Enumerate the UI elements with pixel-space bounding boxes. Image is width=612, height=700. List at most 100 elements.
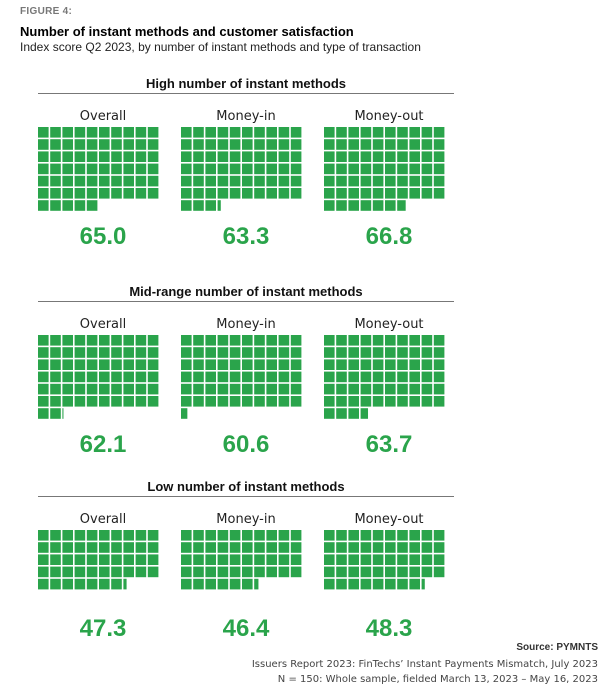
waffle-square bbox=[242, 127, 253, 138]
waffle-square bbox=[205, 335, 216, 346]
waffle-square bbox=[147, 554, 159, 565]
waffle-square bbox=[135, 175, 147, 187]
waffle-square bbox=[111, 396, 122, 407]
waffle-square bbox=[397, 542, 408, 553]
panel-label: Overall bbox=[79, 512, 127, 527]
waffle-square bbox=[38, 408, 49, 419]
waffle-square bbox=[421, 566, 433, 578]
waffle-square bbox=[372, 554, 384, 565]
waffle-square bbox=[242, 335, 253, 346]
waffle-square bbox=[135, 188, 147, 199]
waffle-square bbox=[123, 371, 134, 383]
waffle-square bbox=[385, 200, 396, 211]
value-label: 63.3 bbox=[222, 223, 270, 250]
waffle-square bbox=[372, 188, 384, 199]
waffle-square bbox=[111, 566, 122, 578]
panel-label: Money-in bbox=[216, 512, 276, 527]
waffle-square bbox=[205, 163, 216, 175]
waffle-square bbox=[205, 554, 216, 565]
waffle-square bbox=[86, 359, 98, 370]
waffle-square bbox=[135, 383, 147, 395]
waffle-square bbox=[217, 175, 229, 187]
waffle-square bbox=[74, 335, 86, 346]
value-label: 66.8 bbox=[365, 223, 413, 250]
section-heading: Low number of instant methods bbox=[147, 479, 345, 494]
waffle-square bbox=[62, 359, 73, 370]
waffle-square bbox=[62, 127, 73, 138]
figure-label: FIGURE 4: bbox=[20, 6, 73, 17]
waffle-square bbox=[111, 578, 122, 590]
waffle-square bbox=[290, 163, 302, 175]
waffle-square bbox=[135, 554, 147, 565]
waffle-square bbox=[421, 396, 433, 407]
waffle-square bbox=[372, 139, 384, 150]
waffle-square bbox=[372, 151, 384, 162]
waffle-square bbox=[50, 530, 61, 541]
waffle-square bbox=[135, 566, 147, 578]
waffle-square bbox=[385, 542, 396, 553]
waffle-square bbox=[385, 396, 396, 407]
waffle-square bbox=[147, 139, 159, 150]
waffle-square bbox=[372, 163, 384, 175]
waffle-square bbox=[193, 163, 204, 175]
waffle-square bbox=[147, 163, 159, 175]
waffle-square bbox=[254, 127, 265, 138]
waffle-square bbox=[348, 554, 359, 565]
waffle-square bbox=[336, 188, 347, 199]
waffle-square bbox=[135, 542, 147, 553]
waffle-square bbox=[111, 139, 122, 150]
waffle-square bbox=[254, 335, 265, 346]
waffle-square bbox=[86, 396, 98, 407]
waffle-square bbox=[385, 151, 396, 162]
waffle-square bbox=[62, 188, 73, 199]
waffle-square bbox=[360, 127, 372, 138]
waffle-square bbox=[266, 396, 277, 407]
waffle-square bbox=[372, 335, 384, 346]
waffle-square bbox=[397, 371, 408, 383]
waffle-square bbox=[409, 530, 420, 541]
waffle-square bbox=[193, 200, 204, 211]
waffle-square bbox=[433, 127, 445, 138]
waffle-square bbox=[86, 188, 98, 199]
waffle-square bbox=[135, 139, 147, 150]
waffle-square bbox=[217, 566, 229, 578]
value-label: 60.6 bbox=[222, 431, 270, 458]
waffle-grid bbox=[181, 127, 302, 211]
waffle-square bbox=[62, 139, 73, 150]
waffle-grid bbox=[38, 530, 159, 590]
waffle-square bbox=[123, 566, 134, 578]
waffle-square bbox=[229, 566, 241, 578]
figure-title: Number of instant methods and customer s… bbox=[20, 24, 354, 39]
waffle-square bbox=[205, 200, 216, 211]
waffle-square bbox=[229, 335, 241, 346]
waffle-square bbox=[266, 163, 277, 175]
waffle-square bbox=[290, 127, 302, 138]
waffle-square bbox=[205, 139, 216, 150]
waffle-square bbox=[254, 163, 265, 175]
waffle-square bbox=[135, 530, 147, 541]
waffle-square bbox=[62, 554, 73, 565]
waffle-square bbox=[62, 542, 73, 553]
waffle-square bbox=[421, 371, 433, 383]
waffle-square bbox=[123, 139, 134, 150]
waffle-square bbox=[205, 151, 216, 162]
waffle-square bbox=[62, 396, 73, 407]
waffle-square bbox=[360, 578, 372, 590]
waffle-square bbox=[111, 175, 122, 187]
waffle-square bbox=[62, 200, 73, 211]
waffle-square bbox=[397, 359, 408, 370]
waffle-square bbox=[111, 188, 122, 199]
waffle-square bbox=[397, 335, 408, 346]
waffle-square bbox=[147, 566, 159, 578]
waffle-square bbox=[38, 127, 49, 138]
waffle-square bbox=[217, 530, 229, 541]
waffle-square bbox=[290, 175, 302, 187]
waffle-square bbox=[336, 542, 347, 553]
waffle-square bbox=[193, 383, 204, 395]
waffle-square bbox=[193, 335, 204, 346]
waffle-square bbox=[229, 578, 241, 590]
waffle-square bbox=[38, 542, 49, 553]
waffle-square bbox=[38, 578, 49, 590]
waffle-square bbox=[336, 175, 347, 187]
waffle-square bbox=[193, 347, 204, 358]
